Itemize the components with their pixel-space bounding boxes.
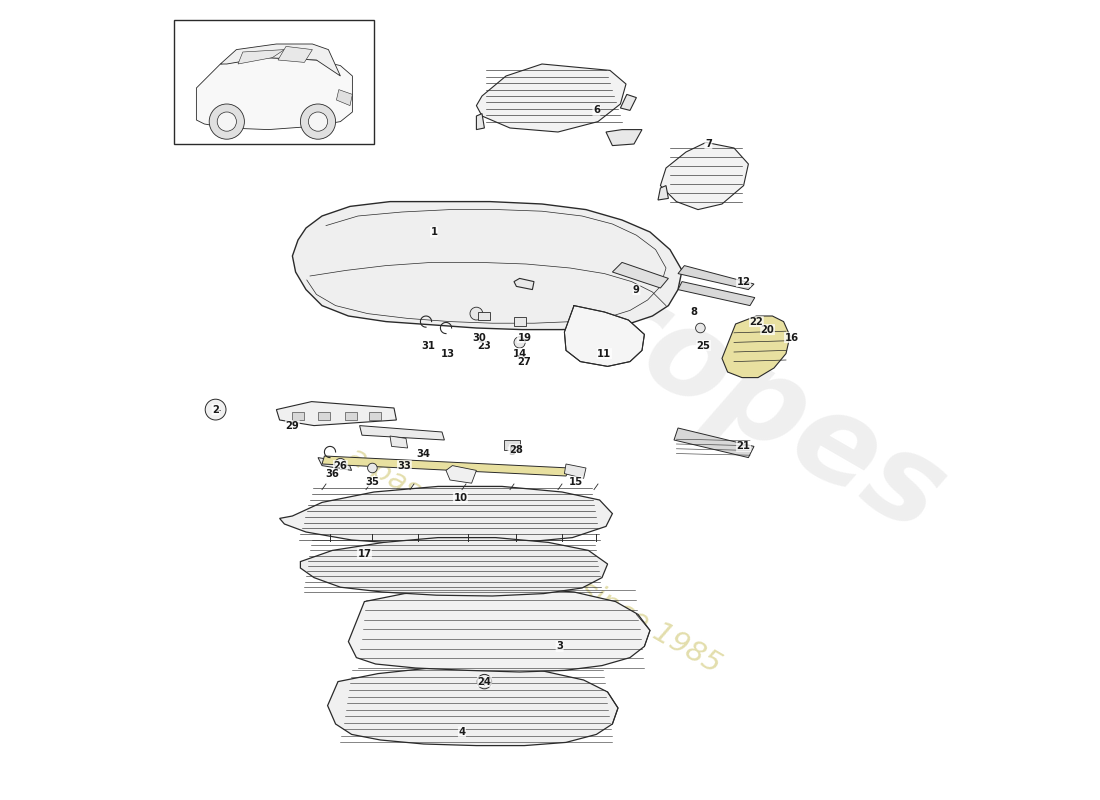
Bar — [504, 440, 519, 450]
Polygon shape — [328, 667, 618, 746]
Polygon shape — [476, 114, 484, 130]
Polygon shape — [318, 458, 352, 470]
Text: 23: 23 — [477, 341, 492, 350]
Text: 3: 3 — [557, 642, 563, 651]
Bar — [345, 412, 358, 420]
Polygon shape — [658, 186, 669, 200]
Bar — [514, 317, 526, 326]
Text: 31: 31 — [421, 341, 436, 350]
Text: 11: 11 — [597, 349, 612, 358]
Polygon shape — [476, 64, 626, 132]
Polygon shape — [660, 142, 748, 210]
Text: 22: 22 — [749, 317, 763, 326]
Bar — [174, 20, 374, 144]
Polygon shape — [620, 94, 637, 110]
Polygon shape — [238, 50, 285, 64]
Polygon shape — [606, 130, 642, 146]
Text: 8: 8 — [691, 307, 697, 317]
Text: 29: 29 — [286, 421, 299, 430]
Text: 25: 25 — [696, 341, 711, 350]
Polygon shape — [278, 46, 312, 62]
Circle shape — [300, 104, 336, 139]
Polygon shape — [279, 486, 613, 546]
Circle shape — [367, 463, 377, 473]
Polygon shape — [360, 426, 444, 440]
Text: 21: 21 — [737, 442, 750, 451]
Polygon shape — [678, 282, 755, 306]
Bar — [292, 412, 304, 420]
Polygon shape — [613, 262, 669, 288]
Bar — [478, 312, 490, 320]
Text: 2: 2 — [212, 405, 219, 414]
Text: europes: europes — [424, 178, 965, 558]
Polygon shape — [300, 538, 607, 596]
Text: 7: 7 — [705, 139, 712, 149]
Text: 6: 6 — [593, 106, 600, 115]
Polygon shape — [337, 90, 352, 106]
Polygon shape — [197, 58, 352, 130]
Polygon shape — [514, 278, 534, 290]
Polygon shape — [678, 266, 754, 290]
Text: 33: 33 — [397, 461, 411, 470]
Circle shape — [334, 458, 346, 470]
Polygon shape — [349, 588, 650, 672]
Text: 35: 35 — [365, 477, 380, 486]
Text: 9: 9 — [632, 285, 640, 294]
Text: 20: 20 — [761, 325, 774, 334]
Circle shape — [514, 337, 525, 348]
Bar — [370, 412, 382, 420]
Text: 24: 24 — [477, 677, 492, 686]
Text: 30: 30 — [473, 333, 486, 342]
Text: 26: 26 — [333, 461, 348, 470]
Polygon shape — [276, 402, 396, 426]
Text: 4: 4 — [459, 727, 465, 737]
Text: 12: 12 — [737, 277, 750, 286]
Bar — [318, 412, 330, 420]
Text: 36: 36 — [326, 469, 339, 478]
Text: 16: 16 — [784, 333, 799, 342]
Polygon shape — [564, 464, 586, 478]
Text: 15: 15 — [569, 477, 583, 486]
Text: a passion for cars since 1985: a passion for cars since 1985 — [342, 442, 726, 678]
Text: 28: 28 — [509, 445, 524, 454]
Text: 13: 13 — [441, 349, 454, 358]
Text: 10: 10 — [453, 493, 468, 502]
Circle shape — [308, 112, 328, 131]
Circle shape — [695, 323, 705, 333]
Text: 5: 5 — [508, 447, 515, 457]
Text: 19: 19 — [517, 333, 531, 342]
Polygon shape — [293, 202, 682, 330]
Circle shape — [209, 104, 244, 139]
Text: 17: 17 — [358, 549, 372, 558]
Text: 14: 14 — [513, 349, 527, 358]
Polygon shape — [446, 466, 476, 483]
Text: 27: 27 — [517, 357, 531, 366]
Polygon shape — [564, 306, 645, 366]
Text: 34: 34 — [417, 450, 430, 459]
Circle shape — [477, 674, 492, 689]
Circle shape — [206, 399, 225, 420]
Text: 1: 1 — [430, 227, 438, 237]
Circle shape — [217, 112, 236, 131]
Polygon shape — [390, 436, 408, 448]
Polygon shape — [674, 428, 754, 458]
Circle shape — [470, 307, 483, 320]
Polygon shape — [220, 44, 340, 76]
Polygon shape — [722, 316, 790, 378]
Polygon shape — [322, 456, 570, 476]
